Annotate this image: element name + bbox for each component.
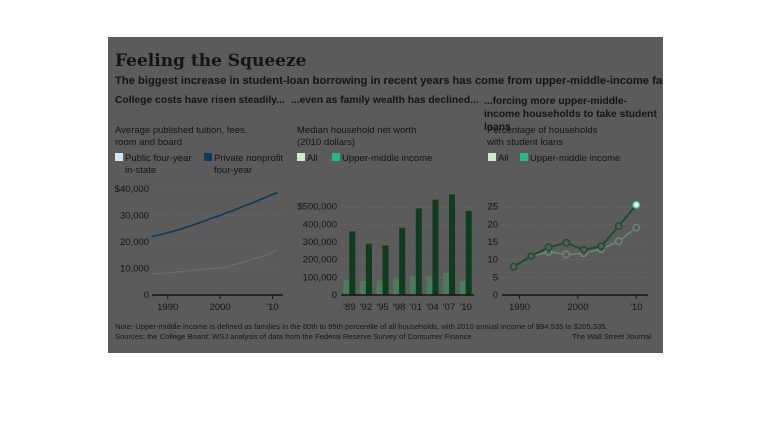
chart2-xtick-label: '95 — [376, 302, 388, 313]
chart1-ytick-label: 10,000 — [120, 264, 149, 275]
chart1-xtick-label: '10 — [266, 302, 278, 313]
chart2-bar-all — [426, 276, 433, 295]
chart2-bar-upper — [432, 199, 439, 295]
chart3-ytick-label: 25 — [487, 202, 498, 213]
chart2-bar-upper — [382, 245, 389, 295]
section-heading-loans: ...forcing more upper-middle-income hous… — [484, 96, 657, 133]
chart2-bar-all — [393, 278, 400, 295]
chart2-bar-upper — [465, 211, 472, 295]
chart2-ytick-label: 100,000 — [303, 272, 337, 283]
footnote-note: Note: Upper-middle income is defined as … — [115, 322, 608, 331]
chart3-point-0 — [632, 223, 641, 232]
chart3-point-1 — [579, 245, 588, 254]
legend-label-all-loans: All — [498, 153, 509, 164]
chart3-ytick-label: 5 — [493, 272, 498, 283]
section-heading-costs: College costs have risen steadily... — [115, 95, 285, 106]
chart3-point-0 — [614, 237, 623, 246]
chart2-xtick-label: '98 — [393, 302, 405, 313]
chart1-ytick-label: 0 — [144, 290, 149, 301]
chart1-xtick-label: 1990 — [157, 302, 178, 313]
chart-subtitle: The biggest increase in student-loan bor… — [115, 75, 663, 87]
legend-label-upper-networth: Upper-middle income — [342, 153, 432, 164]
chart1-series-line-0 — [151, 249, 279, 275]
chart2-title-line1: Median household net worth — [297, 125, 416, 136]
chart2-xtick-label: '92 — [360, 302, 372, 313]
legend-label-public: Public four-year — [125, 153, 192, 164]
chart3-point-1 — [509, 262, 518, 271]
chart3-xtick-label: '10 — [630, 302, 642, 313]
chart2-bar-upper — [449, 194, 456, 295]
chart2-bar-all — [359, 280, 366, 295]
chart2-bar-upper — [365, 243, 372, 295]
chart2-bar-upper — [399, 227, 406, 295]
legend-label-upper-loans: Upper-middle income — [530, 153, 620, 164]
chart2-ytick-label: 200,000 — [303, 255, 337, 266]
chart2-ytick-label: 400,000 — [303, 219, 337, 230]
legend-swatch-upper-loans — [520, 153, 528, 161]
chart2-xtick-label: '89 — [343, 302, 355, 313]
chart3-point-1 — [544, 243, 553, 252]
chart3-ytick-label: 10 — [487, 255, 498, 266]
chart3-xtick-label: 1990 — [509, 302, 530, 313]
legend-label-all-networth: All — [307, 153, 318, 164]
chart2-ytick-label: 300,000 — [303, 237, 337, 248]
chart3-point-1 — [632, 200, 641, 209]
legend-swatch-all-loans — [488, 153, 496, 161]
chart3-ytick-label: 15 — [487, 237, 498, 248]
chart2-ytick-label: 0 — [332, 290, 337, 301]
chart2-xtick-label: '01 — [410, 302, 422, 313]
legend-swatch-all-networth — [297, 153, 305, 161]
chart2-bar-all — [343, 279, 350, 295]
chart3-point-1 — [597, 242, 606, 251]
chart2-ytick-label: $500,000 — [297, 202, 337, 213]
chart2-bar-all — [409, 276, 416, 295]
legend-swatch-private — [204, 153, 212, 161]
chart2-xtick-label: '07 — [443, 302, 455, 313]
chart3-point-1 — [527, 252, 536, 261]
charts-svg: Average published tuition, fees,room and… — [115, 125, 648, 313]
chart2-bar-all — [459, 280, 466, 295]
chart3-point-1 — [562, 238, 571, 247]
chart2-bar-all — [443, 272, 450, 295]
chart2-bar-upper — [349, 231, 356, 295]
chart3-point-0 — [562, 250, 571, 259]
chart3-xtick-label: 2000 — [567, 302, 588, 313]
chart2-xtick-label: '04 — [426, 302, 438, 313]
chart2-xtick-label: '10 — [459, 302, 471, 313]
chart3-ytick-label: 20 — [487, 219, 498, 230]
legend-label-private: Private nonprofit — [214, 153, 284, 164]
legend-swatch-public — [115, 153, 123, 161]
chart-panel: Feeling the Squeeze The biggest increase… — [108, 37, 663, 353]
chart3-title-line2: with student loans — [486, 137, 563, 148]
footnote-sources: Sources: the College Board; WSJ analysis… — [115, 332, 472, 341]
chart1-ytick-label: 20,000 — [120, 237, 149, 248]
chart1-ytick-label: $40,000 — [115, 184, 149, 195]
footnote-credit: The Wall Street Journal — [572, 332, 652, 341]
chart2-title-line2: (2010 dollars) — [297, 137, 355, 148]
chart-title: Feeling the Squeeze — [115, 51, 307, 71]
chart2-bar-upper — [415, 208, 422, 295]
legend-swatch-upper-networth — [332, 153, 340, 161]
section-heading-wealth: ...even as family wealth has declined... — [291, 95, 479, 106]
chart1-series-line-1 — [151, 191, 279, 238]
chart1-ytick-label: 30,000 — [120, 211, 149, 222]
chart1-title-line2: room and board — [115, 137, 182, 148]
chart3-ytick-label: 0 — [493, 290, 498, 301]
chart2-bar-all — [376, 280, 383, 295]
chart3-point-1 — [614, 222, 623, 231]
chart3-title-line1: Percentage of households — [487, 125, 598, 136]
legend-label-private-line2: four-year — [214, 165, 252, 176]
chart1-xtick-label: 2000 — [210, 302, 231, 313]
legend-label-public-line2: in-state — [125, 165, 156, 176]
chart1-title-line1: Average published tuition, fees, — [115, 125, 247, 136]
